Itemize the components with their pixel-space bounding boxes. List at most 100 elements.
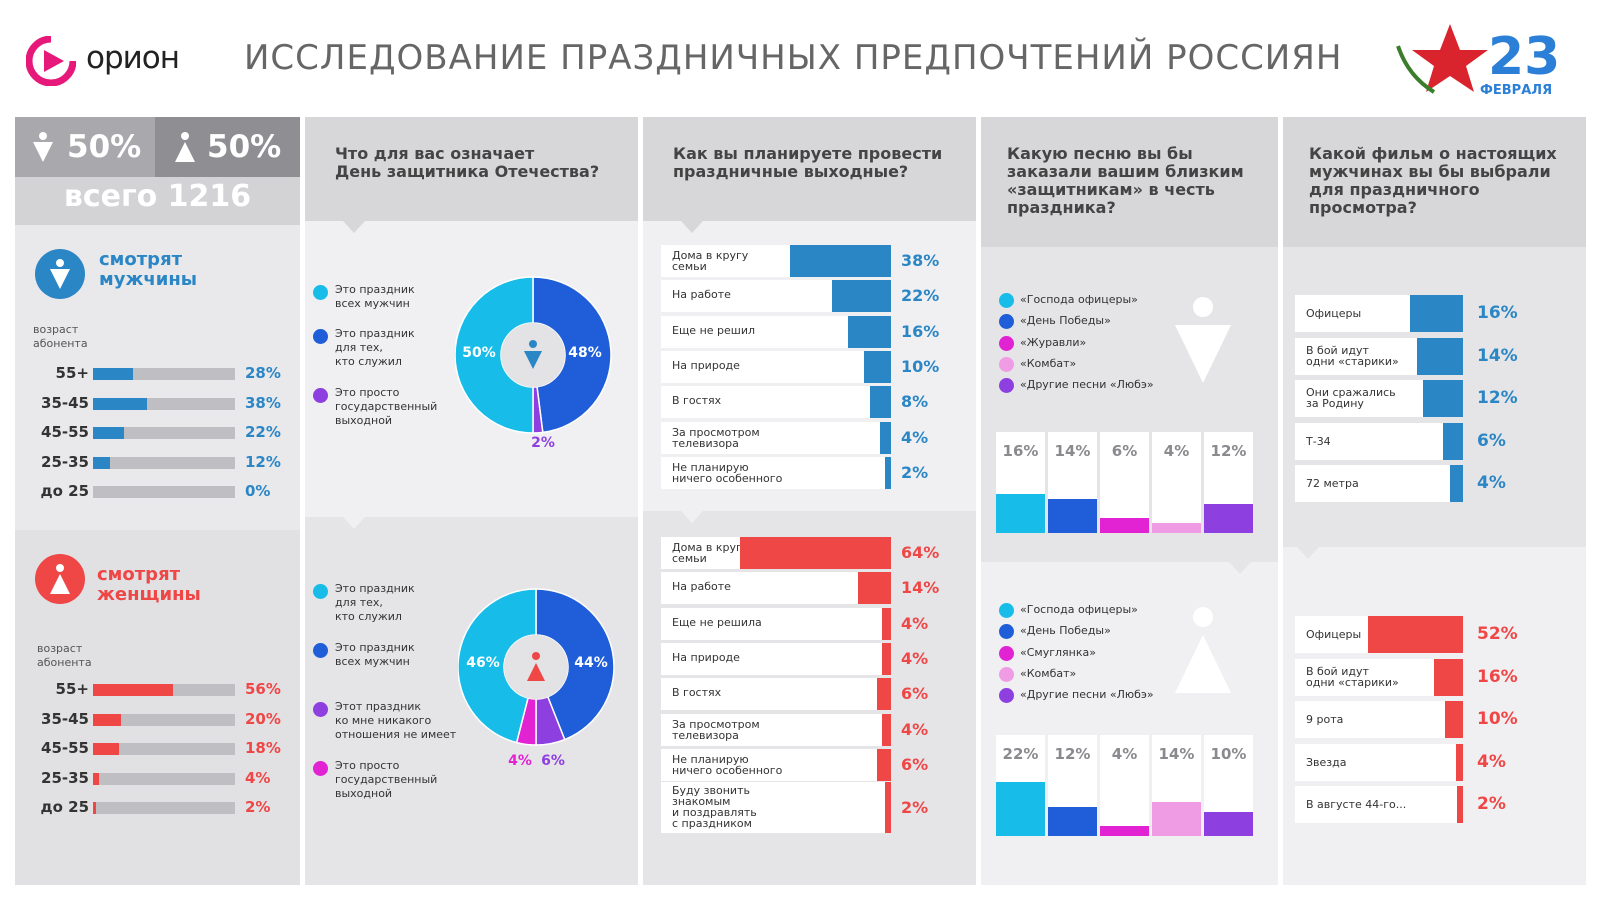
legend-dot [313,702,328,717]
q1-header [305,117,638,221]
legend-dot [999,645,1014,661]
q3-men-arrow [1229,562,1251,574]
women-title: смотрят женщины [97,564,201,605]
legend-dot [999,314,1014,330]
q3-question: Какую песню вы бы заказали вашим близким «… [1007,144,1244,217]
plan-row: Не планирую ничего особенного 6% [661,748,928,781]
plan-bar [864,350,891,383]
plan-row: Не планирую ничего особенного 2% [661,456,928,489]
badge-text: ФЕВРАЛЯ [1480,83,1552,98]
plan-row: Дома в кругу семьи 64% [661,537,939,569]
legend-item: Это праздник всех мужчин [335,283,415,310]
song-pct: 22% [1002,745,1039,763]
age-bar [93,713,122,726]
age-track [93,713,235,726]
q1-women-pie: 46% 44% 6% 4% [458,588,615,769]
plan-pct: 6% [901,684,929,704]
female-icon [527,652,545,681]
plan-row: За просмотром телевизора 4% [661,421,928,454]
pie-label: 48% [568,345,602,361]
q2-header-arrow [681,221,703,233]
film-pct: 52% [1477,624,1518,644]
song-bar-cell: 14% [1152,735,1201,836]
plan-row: Еще не решил 16% [661,315,939,348]
song-bar-cell: 22% [996,735,1045,836]
song-bar-cell: 6% [1100,432,1149,533]
age-row: 35-45 20% [15,710,300,730]
song-pct: 6% [1111,442,1138,460]
pie-label: 4% [508,753,532,769]
plan-label: Дома в кругу семьи [672,541,749,565]
plan-row: На работе 14% [661,572,939,605]
film-row: Офицеры 16% [1295,295,1518,332]
age-label: 55+ [55,364,89,382]
logo-text: орион [86,40,180,76]
plan-label: На работе [672,580,731,594]
age-label: 55+ [55,680,89,698]
song-bar [1204,503,1253,533]
orion-logo[interactable]: орион [26,36,186,86]
film-label: 9 рота [1306,713,1344,726]
q1-men-arrow [343,517,365,529]
age-row: 55+ 56% [15,680,300,700]
song-bar-cell: 4% [1100,735,1149,836]
legend-dot [999,688,1014,704]
plan-pct: 6% [901,754,929,774]
film-pct: 12% [1477,388,1518,408]
plan-row: За просмотром телевизора 4% [661,713,928,746]
plan-pct: 4% [901,719,929,739]
legend-dot [313,388,328,403]
song-pct: 4% [1111,745,1138,763]
total-respondents: всего 1216 [15,177,300,225]
film-bar [1367,616,1463,653]
q2-header [643,117,976,221]
male-silhouette-icon [1175,297,1231,383]
plan-bar [857,572,891,605]
plan-bar [876,748,891,781]
film-row: Офицеры 52% [1295,616,1518,653]
film-label: Они сражались за Родину [1306,386,1396,410]
legend-item: Это праздник для тех, кто служил [335,327,415,368]
plan-pct: 14% [901,578,940,598]
female-badge-icon [35,554,85,604]
song-bar [1152,523,1201,533]
song-bar-cell: 10% [1204,735,1253,836]
age-track [93,486,235,498]
legend-item: Этот праздник ко мне никакого отношения не… [335,700,457,741]
plan-row: В гостях 6% [661,678,928,711]
page-title: ИССЛЕДОВАНИЕ ПРАЗДНИЧНЫХ ПРЕДПОЧТЕНИЙ РО… [244,38,1343,78]
song-pct: 12% [1210,442,1247,460]
film-bar [1444,701,1463,738]
orion-logo-icon [26,36,76,86]
age-row: 45-55 18% [15,739,300,759]
age-track [93,743,235,755]
plan-row: На работе 22% [661,280,939,313]
pie-label: 2% [531,435,555,451]
age-bar [93,397,147,410]
plan-bar [881,713,891,746]
legend-dot [999,356,1014,372]
plan-pct: 4% [901,427,929,447]
legend-item: «Смуглянка» [1020,645,1096,659]
legend-dot [999,293,1014,308]
age-row: 35-45 38% [15,394,300,414]
song-bar [996,782,1045,836]
legend-item: Это просто государственный выходной [335,759,438,800]
film-label: Звезда [1306,755,1347,769]
pie-label: 50% [462,345,496,361]
age-bar [93,802,96,814]
q1-panel: Что для вас означает День защитника Отече… [305,117,638,885]
legend-item: «Другие песни «Любэ» [1020,378,1154,392]
age-label: до 25 [40,798,89,816]
film-label: Т-34 [1306,434,1331,448]
pie-label: 6% [541,753,565,769]
plan-bar [880,421,891,454]
film-row: Т-34 6% [1295,422,1506,460]
film-label: В бой идут одни «старики» [1306,664,1399,689]
song-pct: 10% [1210,745,1247,763]
male-icon [33,132,53,162]
age-pct: 20% [245,709,281,728]
q4-men-arrow [1297,547,1319,559]
song-bar [996,493,1045,533]
plan-bar [881,607,891,640]
